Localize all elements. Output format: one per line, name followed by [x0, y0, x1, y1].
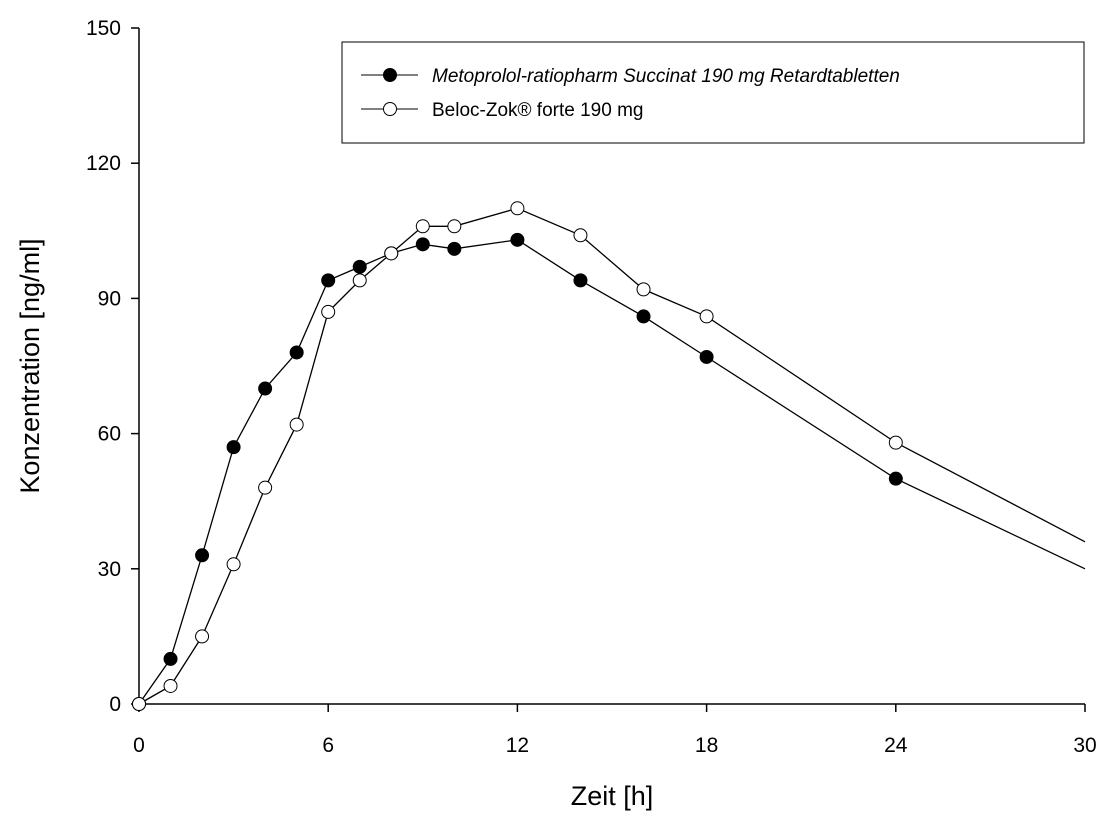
legend-label-series-2: Beloc-Zok® forte 190 mg: [432, 100, 643, 121]
legend-marker-open-circle: [383, 102, 397, 116]
x-tick-label: 6: [322, 734, 334, 757]
legend-label-series-1: Metoprolol-ratiopharm Succinat 190 mg Re…: [432, 66, 900, 87]
y-tick-label: 30: [98, 558, 121, 581]
series-1-point: [447, 241, 462, 256]
plot-area: [132, 201, 1086, 711]
series-line-2: [138, 207, 1086, 705]
series-1-point: [636, 309, 651, 324]
series-1-point: [510, 232, 525, 247]
y-axis-title: Konzentration [ng/ml]: [15, 238, 45, 493]
series-2-point: [289, 417, 304, 432]
y-tick-label: 60: [98, 423, 121, 446]
y-ticks: 0 30 60 90 120 150: [86, 17, 139, 716]
series-1-point: [352, 259, 367, 274]
series-2-point: [510, 201, 525, 216]
x-tick-label: 30: [1073, 734, 1096, 757]
series-2-point: [636, 282, 651, 297]
x-tick-label: 0: [133, 734, 145, 757]
series-1-point: [195, 548, 210, 563]
series-1-point: [699, 349, 714, 364]
legend-box: [341, 41, 1085, 144]
series-2-point: [384, 246, 399, 261]
series-2-point: [132, 697, 146, 711]
y-tick-label: 0: [109, 693, 121, 716]
series-1-point: [573, 273, 588, 288]
x-ticks: 0 6 12 18 24 30: [133, 704, 1097, 757]
x-axis-title: Zeit [h]: [571, 781, 654, 811]
series-2-point: [415, 219, 430, 234]
series-1-point: [226, 440, 241, 455]
axes: [138, 28, 1085, 705]
x-tick-label: 24: [884, 734, 908, 757]
y-tick-label: 90: [98, 287, 121, 310]
series-1-point: [415, 237, 430, 252]
series-2-point: [258, 480, 273, 495]
series-2-point: [163, 678, 178, 693]
legend-marker-filled-circle: [383, 68, 397, 82]
series-line-1: [138, 239, 1086, 705]
x-tick-label: 12: [506, 734, 529, 757]
series-2-point: [195, 629, 210, 644]
x-tick-label: 18: [695, 734, 718, 757]
y-tick-label: 150: [86, 17, 121, 40]
series-1-point: [321, 273, 336, 288]
series-2-point: [888, 435, 903, 450]
series-2-point: [226, 557, 241, 572]
series-1-point: [888, 471, 903, 486]
series-1-point: [289, 345, 304, 360]
series-2-point: [573, 228, 588, 243]
series-2-point: [447, 219, 462, 234]
y-tick-label: 120: [86, 152, 121, 175]
series-2-point: [699, 309, 714, 324]
series-1-point: [258, 381, 273, 396]
series-1-point: [163, 651, 178, 666]
series-2-point: [321, 304, 336, 319]
legend: Metoprolol-ratiopharm Succinat 190 mg Re…: [341, 41, 1085, 144]
series-2-point: [352, 273, 367, 288]
